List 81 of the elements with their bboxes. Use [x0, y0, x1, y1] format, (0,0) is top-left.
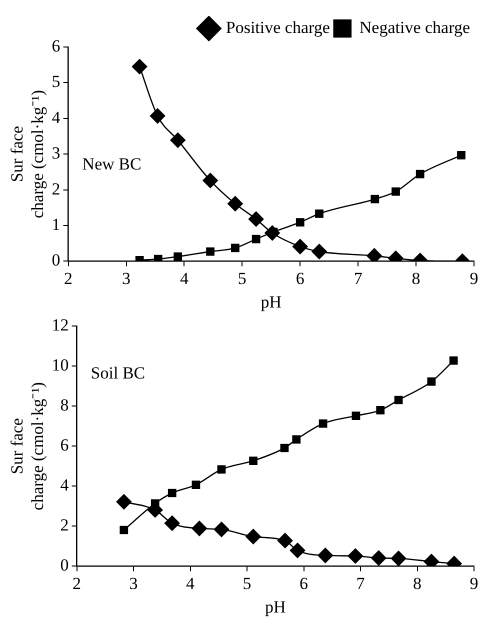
- point: [315, 210, 324, 218]
- point: [120, 526, 128, 534]
- y-tick-label: 4: [52, 108, 61, 127]
- point: [248, 211, 264, 227]
- y-tick-label: 10: [52, 356, 69, 375]
- y-tick-label: 6: [60, 436, 69, 455]
- point: [280, 444, 289, 452]
- x-tick-label: 3: [129, 574, 138, 593]
- point: [192, 520, 208, 536]
- point: [150, 108, 166, 124]
- point: [252, 234, 260, 244]
- point: [174, 252, 182, 261]
- point: [376, 406, 385, 414]
- point: [392, 187, 400, 196]
- x-axis-title: pH: [265, 597, 286, 616]
- point: [290, 542, 306, 558]
- x-tick-label: 6: [296, 268, 304, 288]
- point: [427, 377, 436, 386]
- y-tick-label: 6: [52, 36, 60, 56]
- point: [132, 58, 148, 74]
- x-tick-label: 8: [413, 574, 422, 593]
- annotation: Soil BC: [90, 364, 146, 383]
- point: [390, 550, 406, 566]
- y-tick-label: 3: [52, 144, 60, 163]
- point: [318, 548, 333, 564]
- point: [277, 532, 293, 548]
- point: [312, 244, 327, 260]
- point: [168, 488, 176, 498]
- point: [217, 465, 226, 474]
- y-tick-label: 2: [52, 179, 60, 198]
- point: [292, 238, 308, 254]
- point: [449, 356, 458, 365]
- x-tick-label: 9: [470, 574, 478, 593]
- point: [228, 196, 243, 212]
- point: [371, 550, 386, 566]
- x-tick-label: 4: [186, 574, 196, 593]
- point: [249, 456, 258, 465]
- annotation: New BC: [82, 154, 142, 174]
- y-tick-label: 8: [60, 396, 69, 415]
- x-tick-label: 7: [356, 574, 366, 593]
- y-tick-label: 2: [60, 516, 69, 535]
- y-tick-label: 4: [60, 476, 70, 495]
- point: [348, 548, 364, 564]
- x-tick-label: 5: [242, 574, 252, 593]
- x-axis-title: pH: [260, 292, 282, 312]
- y-axis-title: Sur face charge (cmol·kg⁻¹): [8, 382, 48, 510]
- x-tick-label: 8: [412, 268, 420, 288]
- x-tick-label: 4: [180, 268, 189, 288]
- x-tick-label: 7: [354, 268, 363, 288]
- y-tick-label: 0: [52, 250, 60, 270]
- point: [206, 247, 214, 256]
- point: [416, 170, 424, 178]
- point: [352, 412, 360, 420]
- point: [318, 419, 328, 428]
- point: [170, 132, 186, 148]
- x-tick-label: 2: [72, 574, 82, 593]
- x-tick-label: 3: [122, 268, 131, 288]
- x-tick-label: 9: [470, 268, 478, 288]
- point: [154, 254, 162, 262]
- y-axis-title: Sur face charge (cmol·kg⁻¹): [8, 90, 48, 218]
- point: [457, 150, 466, 160]
- x-tick-label: 6: [300, 574, 308, 593]
- point: [192, 480, 200, 489]
- point: [246, 528, 261, 544]
- point: [394, 396, 403, 404]
- point: [292, 435, 301, 444]
- legend-label: Negative charge: [359, 18, 470, 37]
- point: [164, 516, 180, 531]
- y-tick-label: 12: [52, 316, 69, 335]
- y-tick-label: 1: [52, 214, 60, 234]
- point: [366, 248, 382, 262]
- point: [296, 218, 304, 226]
- legend-label: Positive charge: [226, 18, 330, 37]
- x-tick-label: 5: [238, 268, 246, 288]
- point: [214, 522, 230, 538]
- point: [116, 494, 132, 510]
- y-tick-label: 5: [52, 72, 60, 92]
- point: [202, 172, 218, 188]
- point: [231, 244, 240, 252]
- y-tick-label: 0: [60, 556, 69, 575]
- point: [370, 194, 380, 204]
